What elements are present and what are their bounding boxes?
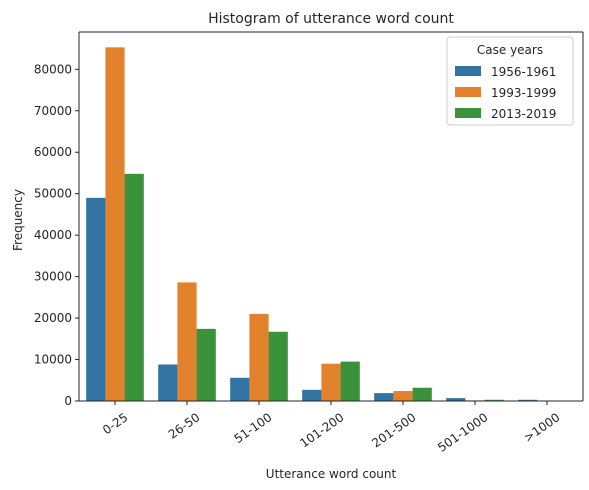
x-tick-label: 201-500 — [369, 410, 418, 450]
plot-area: 0 10000 20000 30000 40000 50000 60000 70000 8000… — [34, 31, 584, 455]
bar-2013-2019-51-100 — [268, 331, 288, 401]
bar-1956-1961->1000 — [518, 399, 538, 401]
y-tick-label: 0 — [64, 394, 72, 408]
chart-title: Histogram of utterance word count — [208, 11, 454, 27]
bar-2013-2019-501-1000 — [484, 399, 504, 401]
bar-1956-1961-101-200 — [302, 389, 322, 401]
legend-swatch — [455, 66, 481, 76]
y-tick-label: 30000 — [34, 270, 72, 284]
bar-1993-1999-51-100 — [249, 313, 269, 401]
bar-1956-1961-26-50 — [158, 364, 178, 401]
legend-swatch — [455, 108, 481, 118]
legend: Case years 1956-1961 1993-1999 2013-2019 — [446, 36, 574, 126]
bar-1993-1999-201-500 — [393, 391, 413, 401]
y-tick-label: 80000 — [34, 62, 72, 76]
y-tick-label: 60000 — [34, 145, 72, 159]
bar-1956-1961-0-25 — [86, 197, 106, 401]
legend-label: 2013-2019 — [491, 107, 556, 121]
legend-label: 1956-1961 — [491, 65, 556, 79]
legend-box — [446, 36, 574, 126]
y-tick-label: 10000 — [34, 353, 72, 367]
y-tick-label: 70000 — [34, 104, 72, 118]
y-tick-label: 50000 — [34, 187, 72, 201]
x-tick-label: 101-200 — [297, 410, 346, 450]
legend-title: Case years — [477, 43, 543, 57]
bar-2013-2019-0-25 — [124, 173, 144, 401]
bar-2013-2019-101-200 — [340, 361, 360, 401]
legend-label: 1993-1999 — [491, 86, 556, 100]
y-axis-label: Frequency — [11, 189, 25, 251]
bar-1956-1961-51-100 — [230, 377, 250, 401]
x-tick-label: 0-25 — [100, 410, 130, 437]
bar-1993-1999-0-25 — [105, 47, 125, 402]
y-tick-label: 40000 — [34, 228, 72, 242]
x-tick-label: 501-1000 — [435, 410, 490, 455]
bar-1993-1999-101-200 — [321, 363, 341, 401]
bar-2013-2019-201-500 — [412, 387, 432, 401]
bar-2013-2019-26-50 — [196, 328, 216, 401]
x-tick-label: 51-100 — [232, 410, 275, 446]
bar-1993-1999-26-50 — [177, 282, 197, 401]
x-tick-label: 26-50 — [166, 410, 203, 441]
x-tick-label: >1000 — [521, 410, 562, 445]
legend-swatch — [455, 87, 481, 97]
y-tick-label: 20000 — [34, 311, 72, 325]
bar-1956-1961-501-1000 — [446, 398, 466, 401]
bar-1956-1961-201-500 — [374, 393, 394, 401]
x-axis-label: Utterance word count — [266, 467, 397, 481]
